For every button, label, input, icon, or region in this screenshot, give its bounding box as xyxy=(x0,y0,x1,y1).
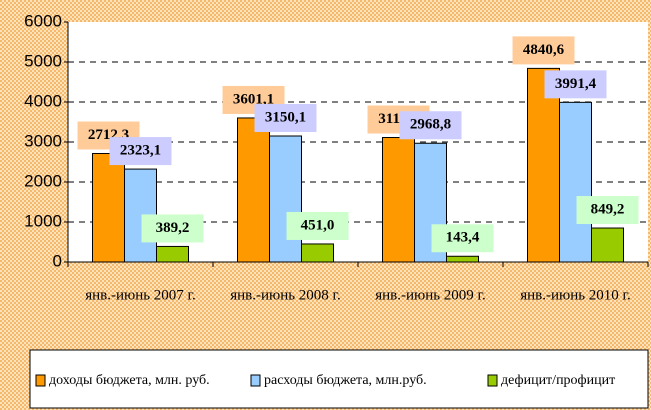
value-label-box xyxy=(109,137,172,166)
y-tick-label: 6000 xyxy=(24,11,62,30)
value-label-box xyxy=(431,224,494,253)
legend-swatch xyxy=(250,374,261,387)
value-label: 451,0 xyxy=(301,217,335,233)
legend-swatch xyxy=(35,374,46,387)
value-label-box xyxy=(544,70,607,99)
value-label: 389,2 xyxy=(156,220,190,236)
bar xyxy=(237,117,270,263)
value-label-box xyxy=(576,196,639,225)
bar xyxy=(559,101,592,263)
value-label: 2968,8 xyxy=(410,117,451,133)
value-label: 849,2 xyxy=(591,201,625,217)
x-tick-label: янв.-июнь 2009 г. xyxy=(375,287,486,303)
legend-swatch xyxy=(487,374,498,387)
y-tick-label: 1000 xyxy=(24,211,62,230)
x-tick-label: янв.-июнь 2007 г. xyxy=(85,287,196,303)
bar xyxy=(156,245,189,263)
x-tick-label: янв.-июнь 2010 г. xyxy=(520,287,631,303)
value-label: 143,4 xyxy=(446,230,480,246)
y-tick-label: 4000 xyxy=(24,91,62,110)
value-label-box xyxy=(254,103,317,132)
legend-label: доходы бюджета, млн. руб. xyxy=(49,373,210,388)
value-label: 3601,1 xyxy=(233,91,274,107)
bar xyxy=(446,255,479,263)
value-label: 3150,1 xyxy=(265,109,306,125)
legend-label: дефицит/профицит xyxy=(501,373,615,388)
value-label-box xyxy=(512,36,575,65)
value-label: 4840,6 xyxy=(523,42,565,58)
y-tick-label: 0 xyxy=(53,251,62,270)
value-label-box xyxy=(141,214,204,243)
bar xyxy=(527,67,560,263)
bar xyxy=(382,137,415,263)
value-label-box xyxy=(399,111,462,140)
x-tick-label: янв.-июнь 2008 г. xyxy=(230,287,341,303)
legend-box xyxy=(29,349,649,409)
legend-label: расходы бюджета, млн.руб. xyxy=(264,373,427,388)
bar xyxy=(301,243,334,263)
y-tick-label: 3000 xyxy=(24,131,62,150)
bar xyxy=(269,135,302,263)
value-label: 3991,4 xyxy=(555,76,597,92)
value-label: 2323,1 xyxy=(120,143,161,159)
bar xyxy=(92,153,125,263)
bar xyxy=(591,227,624,263)
y-tick-label: 5000 xyxy=(24,51,62,70)
y-tick-label: 2000 xyxy=(24,171,62,190)
value-label-box xyxy=(286,211,349,240)
